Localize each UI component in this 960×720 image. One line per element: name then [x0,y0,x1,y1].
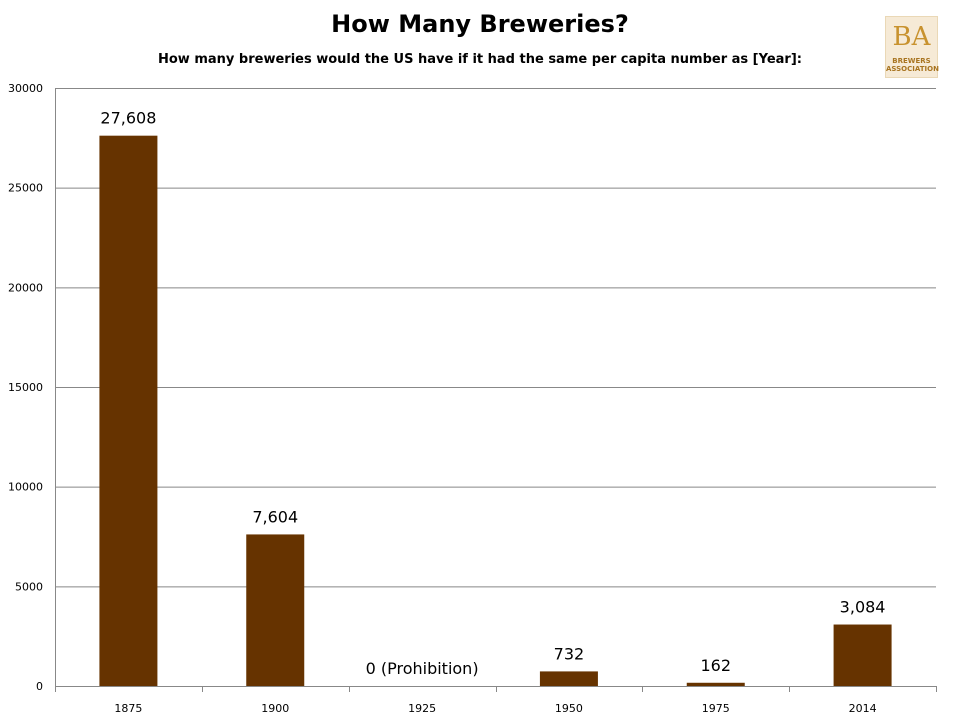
y-tick-label: 20000 [8,281,43,294]
bar [833,624,892,686]
x-tick-label: 2014 [849,702,877,715]
bar [686,682,745,686]
y-tick-label: 10000 [8,481,43,494]
logo-line-2: ASSOCIATION [886,65,939,73]
bar [246,534,305,686]
data-label: 732 [554,644,585,663]
y-tick-label: 30000 [8,82,43,95]
y-tick-label: 25000 [8,182,43,195]
x-tick-label: 1925 [408,702,436,715]
y-tick-label: 0 [36,680,43,693]
data-label: 0 (Prohibition) [366,659,479,678]
x-tick-label: 1900 [261,702,289,715]
x-tick-label: 1950 [555,702,583,715]
data-label: 162 [700,656,731,675]
logo-text: BREWERS ASSOCIATION [886,57,939,73]
data-label: 7,604 [252,507,298,526]
data-label: 3,084 [840,598,886,617]
brewers-association-logo: BA BREWERS ASSOCIATION [885,16,939,78]
y-tick-label: 15000 [8,381,43,394]
chart-subtitle: How many breweries would the US have if … [158,52,802,67]
chart-title: How Many Breweries? [331,10,629,38]
logo-line-1: BREWERS [892,57,931,65]
x-tick-label: 1975 [702,702,730,715]
bar [99,135,158,686]
x-tick-label: 1875 [114,702,142,715]
bar [539,671,598,686]
data-label: 27,608 [100,109,156,128]
logo-letters: BA [892,22,931,52]
y-tick-label: 5000 [15,580,43,593]
